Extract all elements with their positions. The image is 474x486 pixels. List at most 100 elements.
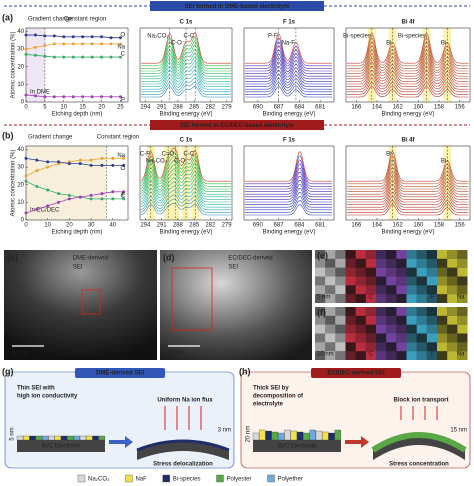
x-tick-label: 156 xyxy=(455,105,466,111)
spectrum-curve xyxy=(141,44,231,72)
data-point xyxy=(33,45,37,49)
x-tick-label: 282 xyxy=(205,105,216,111)
peak-label: Bi xyxy=(441,41,446,47)
peak-label: C-O xyxy=(174,159,185,165)
eds-pixel xyxy=(325,294,336,303)
description: Thin SEI with xyxy=(17,386,55,392)
series-label: Na xyxy=(117,153,125,159)
header-title: SEI formed in EC/DEC-based electrolyte xyxy=(180,123,295,129)
eds-pixel xyxy=(345,276,356,286)
eds-pixel xyxy=(325,342,336,352)
y-tick-label: 0 xyxy=(21,218,25,224)
data-point xyxy=(89,163,93,167)
data-point xyxy=(24,174,28,178)
caption: SEI xyxy=(73,265,83,271)
series-label: O xyxy=(120,32,125,38)
legend-label: Polyester xyxy=(226,477,251,483)
x-tick-label: 294 xyxy=(140,105,151,111)
x-tick-label: 156 xyxy=(455,223,466,229)
x-tick-label: 684 xyxy=(294,223,305,229)
data-point xyxy=(57,160,61,164)
data-point xyxy=(52,34,56,38)
spectrum-curve xyxy=(347,82,469,95)
eds-pixel xyxy=(457,307,468,316)
eds-pixel xyxy=(457,324,468,334)
eds-pixel xyxy=(335,315,346,325)
sei-particle xyxy=(92,435,99,441)
spectrum-curve xyxy=(245,74,332,90)
panel-label: (g) xyxy=(2,366,14,376)
series-line xyxy=(25,191,124,214)
electrode-label: Bi/C Electrode xyxy=(42,444,81,450)
data-point xyxy=(89,158,93,162)
legend-label: NaF xyxy=(135,477,147,483)
spectrum-curve xyxy=(245,192,332,208)
x-tick-label: 279 xyxy=(222,105,233,111)
data-point xyxy=(109,55,113,59)
eds-pixel xyxy=(365,324,376,334)
eds-pixel xyxy=(426,333,437,343)
caption: DME-derived xyxy=(73,256,108,262)
eds-pixel xyxy=(325,267,336,277)
eds-pixel xyxy=(345,333,356,343)
data-point xyxy=(33,33,37,37)
scheme-tab xyxy=(311,368,401,378)
tem-image xyxy=(4,250,157,360)
x-tick-label: 690 xyxy=(253,105,264,111)
eds-pixel xyxy=(416,351,427,360)
data-point xyxy=(100,55,104,59)
sei-particle xyxy=(23,435,30,441)
x-tick-label: 25 xyxy=(117,105,124,111)
peak-label: Na₂CO₃ xyxy=(146,159,168,165)
eds-pixel xyxy=(315,294,326,303)
eds-pixel xyxy=(345,258,356,268)
eds-pixel xyxy=(437,324,448,334)
y-tick-label: 30 xyxy=(17,47,24,53)
spectrum-curve xyxy=(245,65,332,85)
panel-label: (c) xyxy=(7,252,18,262)
caption: SEI xyxy=(228,265,238,271)
y-axis-label: Atomic concentration (%) xyxy=(11,31,17,98)
eds-pixel xyxy=(437,250,448,259)
scheme-title: DME-derived SEI xyxy=(96,371,144,377)
electrode xyxy=(137,441,229,460)
data-point xyxy=(62,55,66,59)
eds-pixel xyxy=(355,250,366,259)
y-tick-label: 10 xyxy=(17,82,24,88)
eds-pixel xyxy=(365,294,376,303)
plot-note: In EC/DEC xyxy=(30,208,60,214)
sei-particle xyxy=(54,435,61,441)
result-label: Stress delocalization xyxy=(153,462,213,468)
data-point xyxy=(46,204,50,208)
scale-label: 10 nm xyxy=(317,352,334,358)
spectrum-curve xyxy=(245,45,332,72)
eds-pixel xyxy=(457,250,468,259)
eds-pixel xyxy=(457,258,468,268)
eds-pixel xyxy=(406,267,417,277)
spectrum-curve xyxy=(245,171,332,195)
x-tick-label: 166 xyxy=(351,223,362,229)
series-label: C xyxy=(121,52,126,58)
eds-pixel xyxy=(447,267,458,277)
spectrum-curve xyxy=(347,44,469,72)
x-tick-label: 10 xyxy=(44,223,51,229)
data-point xyxy=(33,53,37,57)
legend-label: Bi-species xyxy=(173,477,201,483)
data-point xyxy=(24,156,28,160)
legend-swatch xyxy=(216,474,224,483)
element-label: Na xyxy=(457,352,465,358)
peak-label: P-F xyxy=(268,34,278,40)
eds-pixel xyxy=(335,276,346,286)
spectrum-curve xyxy=(140,147,231,182)
data-point xyxy=(100,35,104,39)
data-point xyxy=(90,55,94,59)
spectrum-curve xyxy=(140,151,231,185)
x-axis-label: Etching depth (nm) xyxy=(52,112,103,118)
series-label: Na xyxy=(117,44,125,50)
eds-pixel xyxy=(325,276,336,286)
eds-pixel xyxy=(396,342,407,352)
eds-pixel xyxy=(315,285,326,295)
eds-pixel xyxy=(315,351,326,360)
spectrum-curve xyxy=(347,167,469,192)
